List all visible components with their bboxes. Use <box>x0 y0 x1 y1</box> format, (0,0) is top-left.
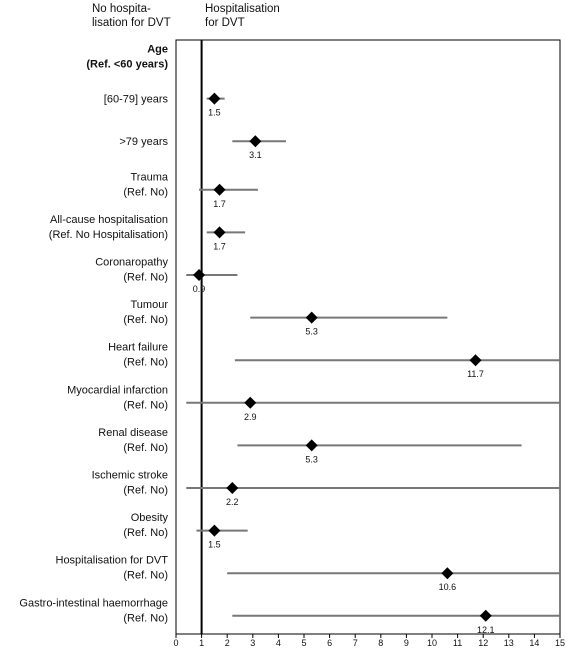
row-label: Myocardial infarction <box>67 384 168 396</box>
x-tick-label: 7 <box>353 638 358 648</box>
row-label: (Ref. No) <box>123 442 168 454</box>
estimate-value-label: 2.2 <box>226 497 239 507</box>
row-label: Heart failure <box>108 342 168 354</box>
row-label: (Ref. No Hospitalisation) <box>49 229 168 241</box>
row-label: Tumour <box>131 299 169 311</box>
x-tick-label: 4 <box>276 638 281 648</box>
estimate-marker <box>305 311 318 324</box>
estimate-value-label: 2.9 <box>244 412 257 422</box>
x-tick-label: 0 <box>173 638 178 648</box>
row-label: (Ref. No) <box>123 399 168 411</box>
x-tick-label: 3 <box>250 638 255 648</box>
row-label: Age <box>147 44 168 56</box>
estimate-value-label: 1.7 <box>213 241 226 251</box>
estimate-marker <box>305 439 318 452</box>
x-tick-label: 2 <box>225 638 230 648</box>
estimate-value-label: 1.5 <box>208 540 221 550</box>
row-label: (Ref. No) <box>123 612 168 624</box>
estimate-marker <box>249 135 262 148</box>
x-tick-label: 8 <box>378 638 383 648</box>
header-hospitalisation: Hospitalisation for DVT <box>205 3 280 29</box>
x-tick-label: 13 <box>504 638 514 648</box>
estimate-marker <box>208 524 221 537</box>
estimate-value-label: 5.3 <box>305 327 318 337</box>
x-tick-label: 12 <box>478 638 488 648</box>
estimate-marker <box>193 269 206 281</box>
row-label: (Ref. No) <box>123 527 168 539</box>
row-label: Gastro-intestinal haemorrhage <box>19 597 168 609</box>
x-tick-label: 6 <box>327 638 332 648</box>
row-label: Coronaropathy <box>95 257 168 269</box>
x-tick-label: 5 <box>301 638 306 648</box>
row-label: Obesity <box>131 512 169 524</box>
x-tick-label: 1 <box>199 638 204 648</box>
row-label: (Ref. No) <box>123 357 168 369</box>
header-no-hospitalisation: No hospita- lisation for DVT <box>92 3 171 29</box>
row-label: Hospitalisation for DVT <box>56 555 169 567</box>
estimate-marker <box>441 567 454 580</box>
row-label: (Ref. No) <box>123 272 168 284</box>
row-label: Trauma <box>131 171 169 183</box>
estimate-value-label: 10.6 <box>439 582 457 592</box>
estimate-value-label: 11.7 <box>467 369 484 379</box>
estimate-marker <box>208 92 221 105</box>
estimate-marker <box>226 482 239 494</box>
x-tick-label: 11 <box>453 638 462 648</box>
row-label: Ischemic stroke <box>92 470 168 482</box>
estimate-marker <box>213 183 226 196</box>
estimate-value-label: 1.5 <box>208 108 221 118</box>
plot-frame <box>175 39 561 635</box>
row-label: (Ref. <60 years) <box>86 59 168 71</box>
row-label: (Ref. No) <box>123 570 168 582</box>
x-tick-label: 9 <box>404 638 409 648</box>
row-label: [60-79] years <box>104 94 169 106</box>
row-label: All-cause hospitalisation <box>50 214 168 226</box>
row-label: (Ref. No) <box>123 186 168 198</box>
x-tick-label: 14 <box>529 638 539 648</box>
estimate-value-label: 3.1 <box>249 150 262 160</box>
x-tick-label: 10 <box>427 638 437 648</box>
row-label: Renal disease <box>98 427 168 439</box>
estimate-value-label: 0.9 <box>193 284 206 294</box>
estimate-marker <box>479 609 492 622</box>
estimate-value-label: 5.3 <box>305 454 318 464</box>
estimate-marker <box>244 396 257 409</box>
row-label: >79 years <box>119 136 168 148</box>
estimate-value-label: 12.1 <box>477 625 495 635</box>
x-tick-label: 15 <box>555 638 565 648</box>
row-label: (Ref. No) <box>123 314 168 326</box>
estimate-marker <box>213 226 226 239</box>
estimate-marker <box>469 354 482 367</box>
row-label: (Ref. No) <box>123 485 168 497</box>
estimate-value-label: 1.7 <box>213 199 226 209</box>
